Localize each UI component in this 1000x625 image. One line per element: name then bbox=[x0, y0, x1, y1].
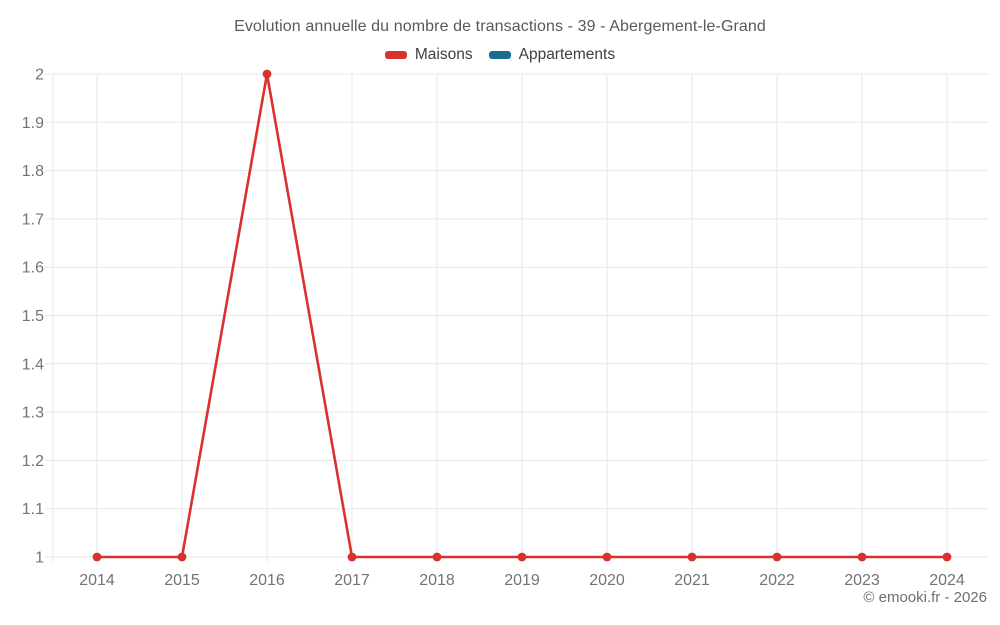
y-axis-tick-label: 1.8 bbox=[22, 163, 44, 180]
data-point-maisons-2023[interactable] bbox=[857, 552, 867, 562]
y-axis-tick-label: 1.2 bbox=[22, 453, 44, 470]
x-axis-tick-label: 2022 bbox=[759, 572, 795, 589]
data-point-maisons-2019[interactable] bbox=[517, 552, 527, 562]
data-point-maisons-2016[interactable] bbox=[262, 69, 272, 79]
data-point-maisons-2015[interactable] bbox=[177, 552, 187, 562]
legend-item-appartements[interactable]: Appartements bbox=[488, 46, 616, 64]
chart-legend: Maisons Appartements bbox=[0, 46, 1000, 64]
y-axis-tick-label: 1.7 bbox=[22, 211, 44, 228]
x-axis-tick-label: 2014 bbox=[79, 572, 115, 589]
copyright-credit: © emooki.fr - 2026 bbox=[863, 589, 987, 606]
x-axis-tick-label: 2016 bbox=[249, 572, 285, 589]
x-axis-tick-label: 2020 bbox=[589, 572, 625, 589]
x-axis-tick-label: 2024 bbox=[929, 572, 965, 589]
data-point-maisons-2024[interactable] bbox=[942, 552, 952, 562]
y-axis-tick-label: 1.6 bbox=[22, 260, 44, 277]
data-point-maisons-2018[interactable] bbox=[432, 552, 442, 562]
y-axis-tick-label: 1.5 bbox=[22, 308, 44, 325]
y-axis-tick-label: 1.4 bbox=[22, 356, 44, 373]
x-axis-tick-label: 2019 bbox=[504, 572, 540, 589]
y-axis-tick-label: 1.9 bbox=[22, 115, 44, 132]
data-point-maisons-2022[interactable] bbox=[772, 552, 782, 562]
x-axis-tick-label: 2015 bbox=[164, 572, 200, 589]
x-axis-tick-label: 2017 bbox=[334, 572, 370, 589]
legend-item-maisons[interactable]: Maisons bbox=[384, 46, 473, 64]
chart-title: Evolution annuelle du nombre de transact… bbox=[234, 18, 766, 35]
y-axis-tick-label: 1 bbox=[35, 550, 44, 567]
x-axis-tick-label: 2023 bbox=[844, 572, 880, 589]
legend-swatch-maisons bbox=[384, 51, 407, 59]
data-point-maisons-2017[interactable] bbox=[347, 552, 357, 562]
legend-label-maisons: Maisons bbox=[414, 46, 473, 63]
y-axis-tick-label: 1.3 bbox=[22, 405, 44, 422]
x-axis-tick-label: 2021 bbox=[674, 572, 710, 589]
legend-swatch-appartements bbox=[488, 51, 511, 59]
data-point-maisons-2014[interactable] bbox=[92, 552, 102, 562]
x-axis-tick-label: 2018 bbox=[419, 572, 455, 589]
data-point-maisons-2020[interactable] bbox=[602, 552, 612, 562]
y-axis-tick-label: 2 bbox=[35, 67, 44, 84]
y-axis-tick-label: 1.1 bbox=[22, 501, 44, 518]
legend-label-appartements: Appartements bbox=[518, 46, 616, 63]
data-point-maisons-2021[interactable] bbox=[687, 552, 697, 562]
